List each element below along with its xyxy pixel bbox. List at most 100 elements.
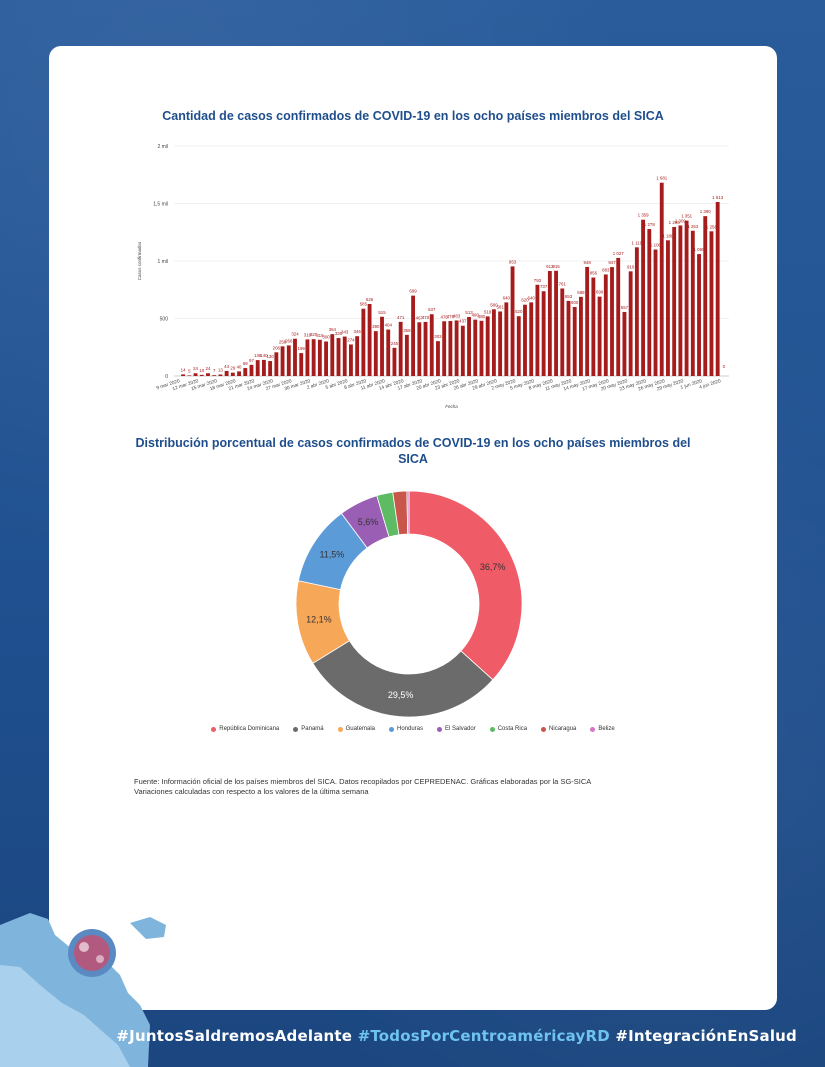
y-tick-label: 500	[160, 317, 169, 323]
bar	[454, 320, 459, 376]
bar	[286, 345, 291, 376]
content-card: Cantidad de casos confirmados de COVID-1…	[49, 46, 777, 1010]
bar-data-label: 40	[237, 364, 242, 369]
bar	[324, 341, 329, 376]
bar	[237, 371, 241, 376]
bar-data-label: 948	[583, 260, 591, 265]
bar	[491, 309, 496, 376]
bar	[429, 314, 434, 376]
legend-swatch	[541, 726, 547, 732]
bar	[411, 295, 416, 376]
donut-slice	[406, 490, 410, 535]
y-axis-label: Casos confirmados	[137, 241, 142, 280]
legend-swatch	[211, 726, 217, 732]
bar	[666, 240, 670, 376]
y-tick-label: 1,5 mil	[153, 202, 168, 208]
bar-data-label: 324	[291, 332, 299, 337]
bar-data-label: 1 119	[632, 240, 643, 245]
legend-item: Costa Rica	[489, 726, 528, 732]
bar	[255, 360, 260, 376]
bar-data-label: 470	[422, 315, 430, 320]
bar	[206, 373, 210, 376]
bar-data-label: 266	[285, 338, 293, 343]
bar-data-label: 1 258	[706, 224, 718, 229]
bar-data-label: 1 351	[681, 214, 693, 219]
bar	[641, 219, 646, 376]
bar-data-label: 320	[310, 332, 318, 337]
bar	[448, 321, 453, 376]
hashtag-juntos: #JuntosSaldremosAdelante	[116, 1027, 353, 1045]
bar-data-label: 364	[329, 327, 337, 332]
source-line: Fuente: Información oficial de los paíse…	[134, 777, 592, 786]
bar-data-label: 793	[534, 278, 542, 283]
bar-data-label: 258	[279, 339, 287, 344]
bar-data-label: 24	[206, 366, 211, 371]
bar-data-label: 561	[496, 304, 504, 309]
bar-data-label: 520	[515, 309, 523, 314]
bar-data-label: 513	[465, 310, 473, 315]
bar	[516, 316, 521, 376]
bar-data-label: 585	[360, 302, 368, 307]
hashtag-integracion: #IntegraciónEnSalud	[615, 1027, 797, 1045]
bar-data-label: 14	[181, 367, 186, 372]
bar-data-label: 688	[577, 290, 585, 295]
bar-data-label: 913	[546, 264, 554, 269]
bar	[436, 341, 440, 376]
bar	[479, 320, 484, 376]
bar-data-label: 1 296	[669, 220, 681, 225]
donut-chart: 36,7% 29,5% 12,1% 11,5% 5,6%	[295, 490, 523, 718]
bar	[566, 300, 571, 376]
bar-data-label: 490	[472, 313, 480, 318]
bar	[224, 370, 229, 376]
legend-label: República Dominicana	[219, 726, 280, 732]
bar-data-label: 471	[397, 315, 405, 320]
bar-data-label: 1 263	[687, 224, 699, 229]
bar	[404, 334, 409, 376]
bar-data-label: 620	[521, 298, 529, 303]
bar	[230, 372, 235, 376]
bar	[634, 247, 639, 376]
slice-label: 5,6%	[358, 517, 379, 527]
bar	[423, 321, 428, 376]
bar	[715, 202, 720, 376]
bar-data-label: 537	[428, 307, 436, 312]
bar	[684, 220, 689, 376]
bar-data-label: 699	[409, 289, 417, 294]
bar	[572, 307, 577, 376]
bar-data-label: 600	[571, 300, 579, 305]
source-note: Fuente: Información oficial de los paíse…	[134, 777, 591, 797]
bar-data-label: 1 180	[662, 233, 674, 238]
bar-data-label: 44	[224, 364, 229, 369]
legend-label: Costa Rica	[497, 726, 528, 732]
bar	[647, 229, 652, 376]
legend-swatch	[293, 726, 299, 732]
bar-data-label: 1 681	[656, 176, 668, 181]
bar	[585, 266, 590, 376]
bar-data-label: 1 359	[638, 213, 650, 218]
bar	[373, 331, 378, 376]
slice-label: 11,5%	[319, 550, 344, 560]
bar	[578, 296, 583, 376]
bar-data-label: 580	[490, 302, 498, 307]
legend-label: El Salvador	[445, 726, 476, 732]
legend-swatch	[389, 726, 394, 732]
bar-data-label: 953	[509, 259, 517, 264]
bar-data-label: 7	[213, 368, 216, 373]
bar	[591, 277, 596, 376]
bar	[268, 361, 273, 376]
bar	[342, 336, 347, 376]
bar-data-label: 5	[188, 368, 191, 373]
donut-slice	[408, 490, 523, 681]
bar	[380, 316, 384, 376]
bar	[311, 339, 316, 376]
bar-data-label-final: 0	[723, 364, 726, 369]
bar-data-label: 476	[441, 314, 449, 319]
bar	[367, 304, 372, 376]
bar	[678, 225, 683, 376]
legend-swatch	[337, 726, 343, 732]
bar-chart: 0 500 1 mil 1,5 mil 2 mil Casos confirmados 14…	[137, 144, 729, 409]
bar-data-label: 557	[621, 305, 629, 310]
legend-label: Nicaragua	[549, 726, 577, 732]
bar-data-label: 24	[193, 366, 198, 371]
bar	[510, 266, 515, 376]
